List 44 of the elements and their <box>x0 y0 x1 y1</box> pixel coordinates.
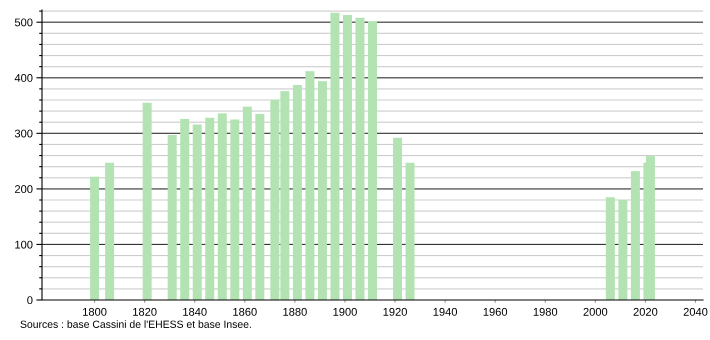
bar <box>105 162 114 300</box>
bar <box>292 85 302 300</box>
bar <box>180 118 190 300</box>
bar <box>618 199 628 300</box>
bar <box>646 156 655 300</box>
x-tick-label: 2020 <box>634 308 658 316</box>
x-tick-label: 1840 <box>183 308 207 316</box>
bar <box>142 102 152 300</box>
bar <box>355 18 364 300</box>
y-tick-label: 500 <box>14 18 33 26</box>
bar <box>242 106 252 300</box>
bar <box>342 15 352 300</box>
bar <box>90 176 100 300</box>
source-note: Sources : base Cassini de l'EHESS et base Insee. <box>20 320 251 328</box>
x-tick-label: 1820 <box>133 308 157 316</box>
x-tick-label: 1880 <box>283 308 307 316</box>
x-tick-label: 1920 <box>384 308 407 316</box>
bar <box>368 21 378 300</box>
y-tick-label: 0 <box>27 296 33 304</box>
bar <box>255 114 264 300</box>
bar <box>230 119 240 300</box>
x-tick-label: 2000 <box>584 308 608 316</box>
bar <box>606 197 615 300</box>
x-tick-label: 1980 <box>534 308 558 316</box>
x-tick-label: 1940 <box>434 308 458 316</box>
y-tick-label: 400 <box>14 74 33 82</box>
y-tick-label: 200 <box>14 185 33 194</box>
bar <box>630 171 640 300</box>
x-tick-label: 2040 <box>684 308 708 316</box>
y-tick-label: 100 <box>15 240 33 249</box>
x-tick-label: 1900 <box>333 308 357 316</box>
bar <box>305 71 314 300</box>
bar <box>330 12 340 300</box>
x-tick-label: 1960 <box>484 308 508 316</box>
bar <box>318 81 327 300</box>
x-tick-label: 1800 <box>83 308 107 316</box>
bar <box>168 135 177 300</box>
bar <box>192 124 202 300</box>
bar <box>205 118 214 300</box>
bar <box>393 138 402 300</box>
x-tick-label: 1860 <box>233 308 257 316</box>
y-tick-label: 300 <box>14 130 33 138</box>
bar <box>406 162 415 300</box>
bar <box>218 113 227 300</box>
